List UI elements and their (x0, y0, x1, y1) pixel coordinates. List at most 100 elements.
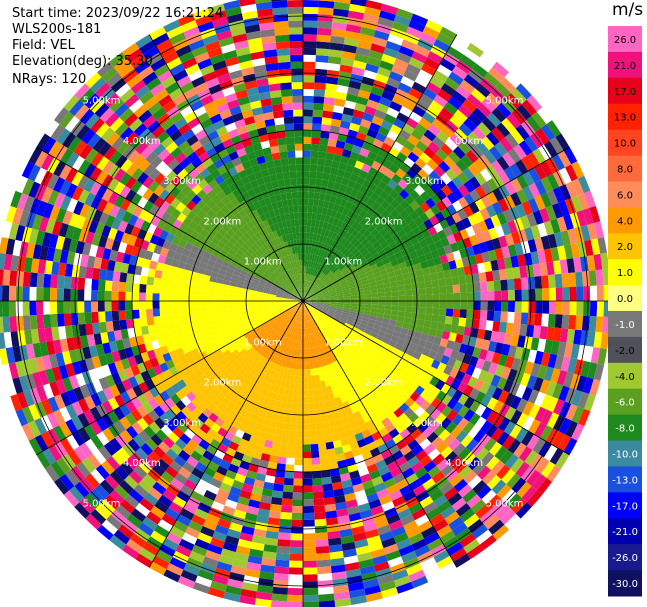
gate (330, 209, 338, 218)
gate (388, 71, 404, 83)
gate (366, 197, 376, 207)
gate (308, 396, 314, 404)
gate (324, 159, 333, 168)
gate (576, 375, 588, 392)
gate (371, 431, 382, 442)
gate (293, 389, 299, 397)
gate (350, 325, 358, 332)
gate (316, 315, 323, 322)
gate (397, 364, 407, 374)
gate (563, 214, 574, 231)
gate (309, 430, 318, 438)
gate (167, 272, 176, 281)
gate (462, 489, 477, 503)
gate (91, 289, 99, 301)
gate (430, 249, 440, 259)
gate (371, 328, 380, 335)
gate (458, 484, 473, 498)
gate (332, 267, 339, 274)
gate (517, 335, 526, 348)
gate (434, 239, 444, 250)
gate (582, 208, 594, 225)
gate (416, 319, 425, 327)
gate (446, 397, 458, 410)
gate (353, 250, 362, 258)
gate (111, 281, 120, 292)
gate (479, 77, 496, 93)
gate (311, 261, 316, 269)
gate (313, 309, 319, 315)
gate (337, 302, 344, 306)
gate (352, 109, 365, 119)
gate (393, 223, 403, 233)
gate (326, 145, 336, 154)
gate (415, 269, 424, 277)
gate (498, 198, 510, 212)
gate (344, 298, 351, 301)
gate (364, 293, 372, 298)
gate (315, 61, 328, 70)
gate (388, 227, 398, 237)
gate (345, 24, 362, 34)
gate (317, 227, 323, 235)
gate (349, 289, 357, 294)
gate (324, 279, 331, 285)
gate (335, 334, 342, 342)
gate (540, 176, 553, 193)
gate (310, 143, 320, 152)
gate (423, 372, 434, 383)
gate (338, 264, 346, 271)
gate (354, 102, 367, 113)
gate (313, 287, 319, 293)
gate (322, 293, 330, 297)
gate (311, 123, 322, 131)
gate (422, 163, 434, 176)
gate (397, 284, 405, 291)
gate (49, 301, 58, 315)
gate (147, 268, 156, 278)
gate (450, 324, 459, 334)
gate (328, 287, 335, 292)
gate (600, 252, 610, 270)
gate (525, 324, 535, 338)
gate (513, 312, 522, 324)
gate (554, 232, 564, 247)
gate (334, 325, 342, 332)
gate (308, 282, 313, 289)
gate (336, 292, 344, 296)
gate (439, 107, 454, 121)
gate (457, 208, 468, 221)
gate (433, 256, 442, 266)
gate (329, 306, 337, 310)
gate (132, 283, 140, 293)
gate (318, 593, 335, 602)
gate (377, 236, 386, 245)
gate (303, 492, 314, 500)
gate (488, 519, 505, 535)
gate (576, 286, 584, 301)
gate (470, 499, 487, 514)
gate (173, 280, 182, 289)
gate (446, 180, 458, 193)
gate (548, 287, 557, 301)
gate (370, 365, 380, 374)
gate (337, 341, 345, 349)
gate (22, 271, 31, 287)
gate (317, 314, 324, 321)
gate (344, 273, 352, 280)
gate (423, 175, 436, 187)
gate (105, 270, 114, 281)
gate (597, 348, 607, 365)
gate (315, 291, 322, 296)
gate (325, 76, 339, 85)
gate (371, 252, 380, 260)
gate (384, 309, 392, 315)
gate (389, 241, 398, 250)
gate (547, 353, 558, 369)
gate (500, 279, 508, 291)
gate (473, 309, 481, 320)
gate (273, 579, 289, 588)
gate (319, 456, 329, 465)
gate (343, 259, 351, 267)
gate (363, 328, 372, 336)
